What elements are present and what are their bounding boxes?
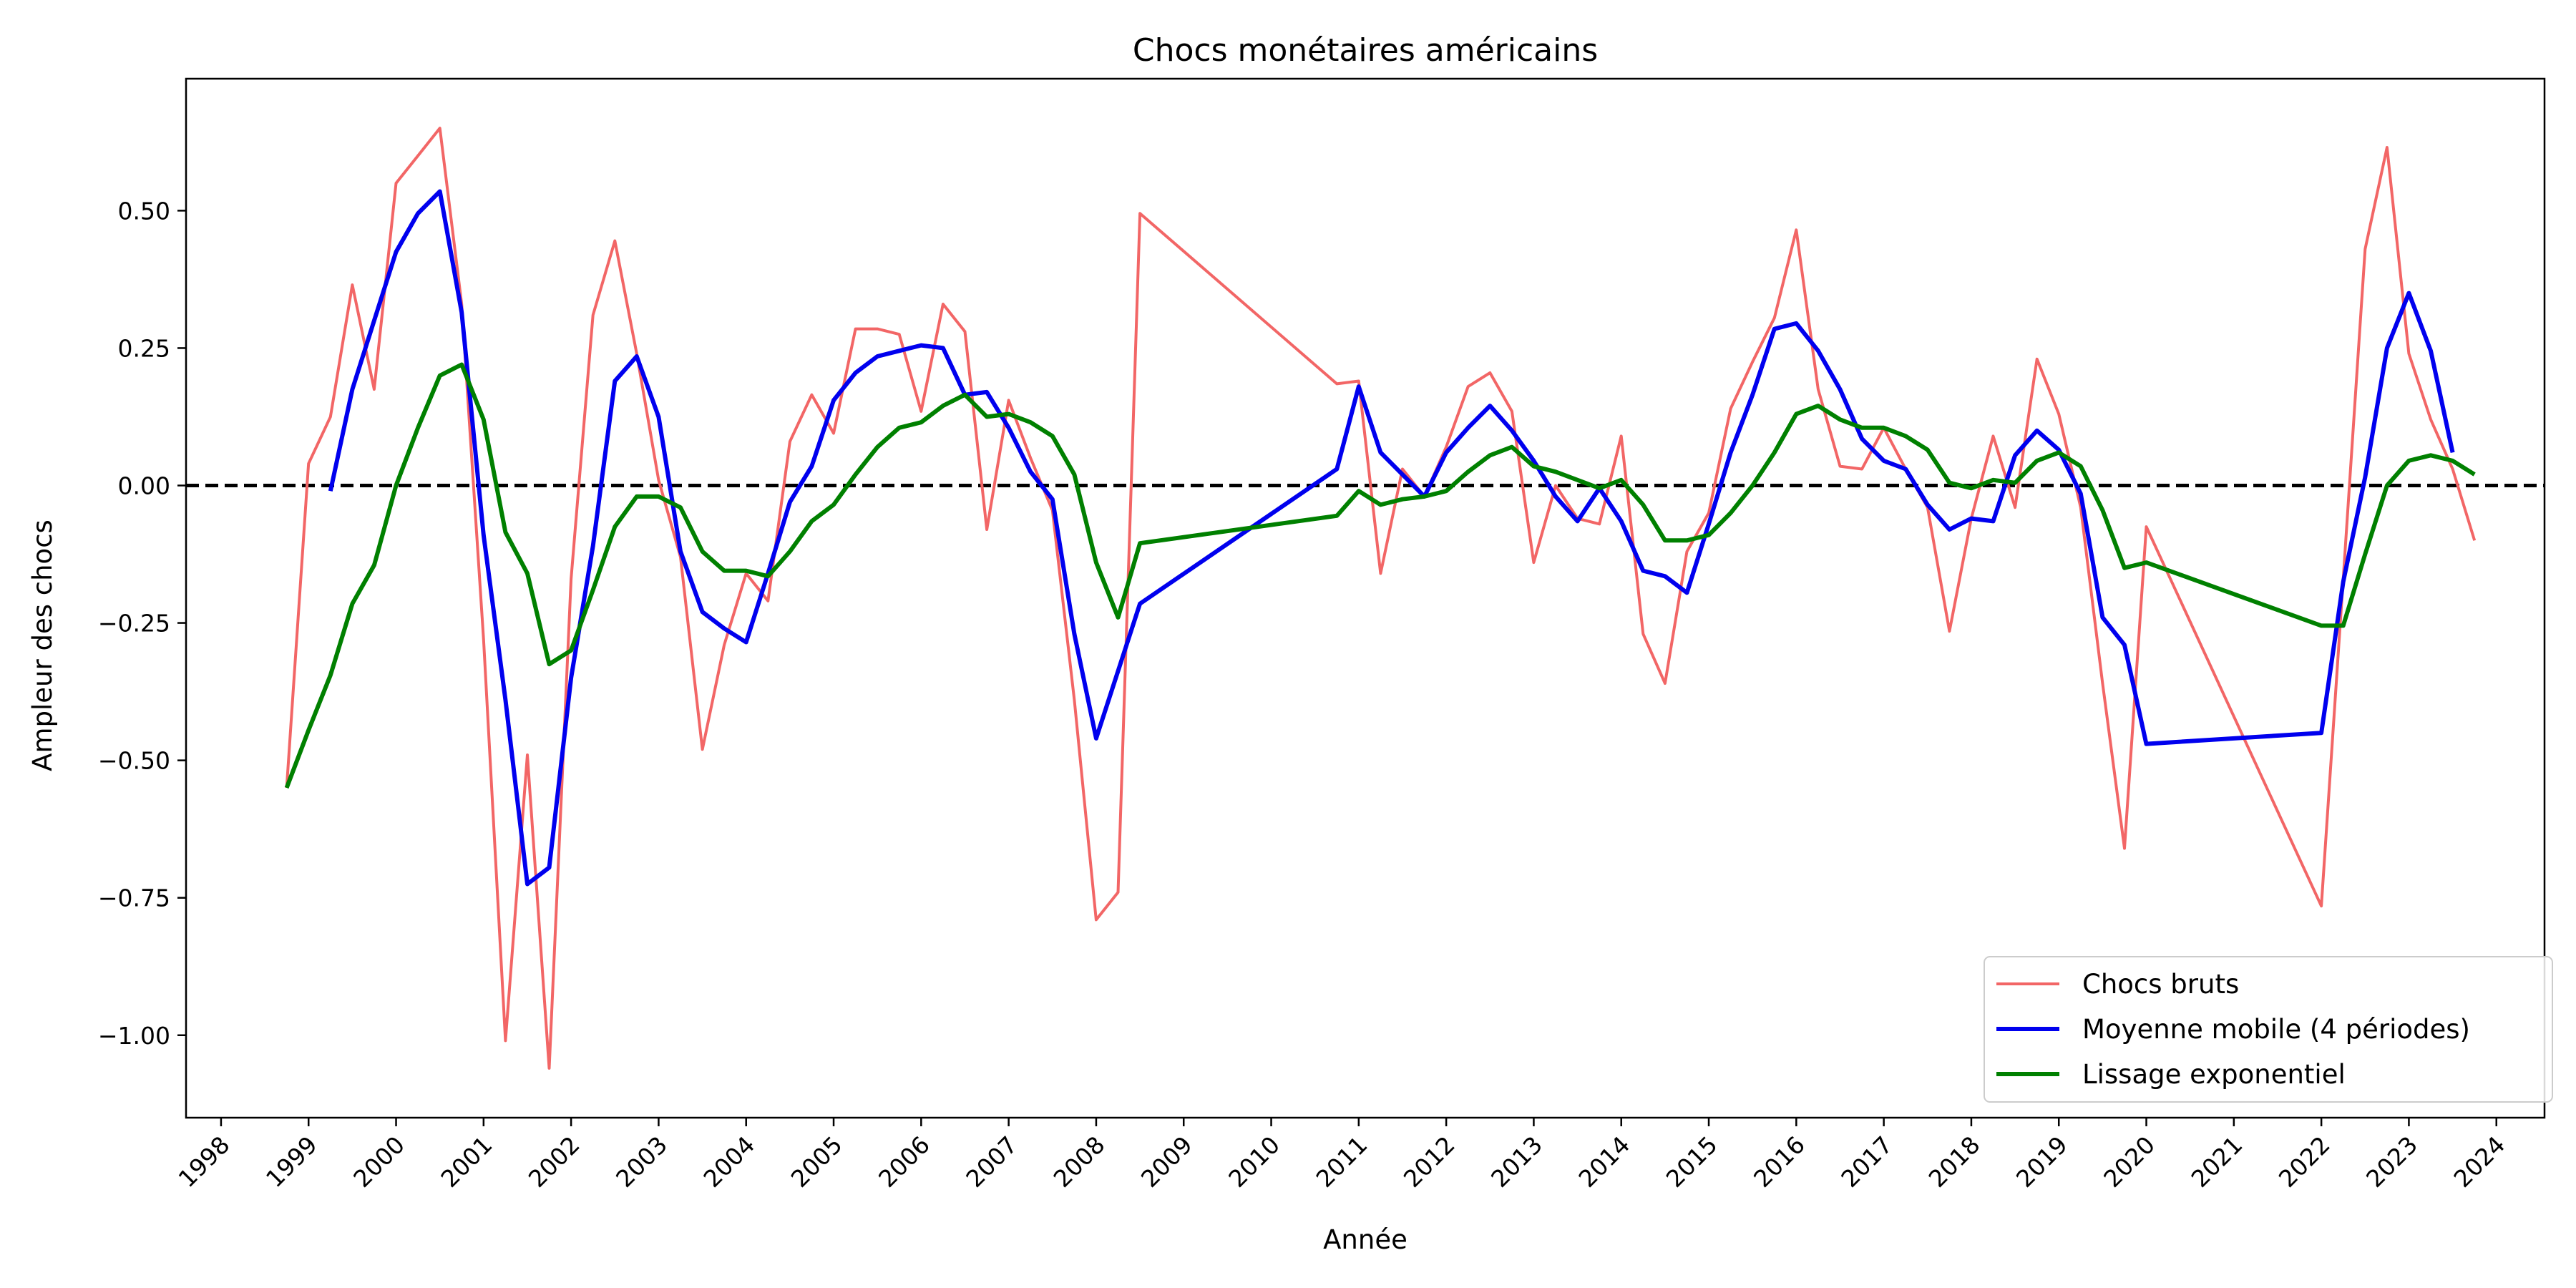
- y-tick-label: 0.25: [118, 334, 170, 362]
- plot-frame: [185, 77, 2546, 1119]
- legend-box: [1984, 956, 2553, 1103]
- legend: Chocs bruts Moyenne mobile (4 périodes) …: [1984, 956, 2553, 1103]
- x-axis-title: Année: [1323, 1224, 1407, 1255]
- y-tick-label: 0.00: [118, 472, 170, 500]
- chart-title: Chocs monétaires américains: [1133, 32, 1598, 69]
- y-tick-label: −1.00: [98, 1022, 170, 1050]
- legend-label-chocs-bruts: Chocs bruts: [2082, 969, 2239, 1000]
- y-tick-label: −0.50: [98, 747, 170, 775]
- series-line-lissage-exponentiel: [284, 362, 2476, 789]
- y-tick-label: −0.25: [98, 610, 170, 638]
- legend-label-moyenne-mobile: Moyenne mobile (4 périodes): [2082, 1014, 2470, 1045]
- legend-label-lissage: Lissage exponentiel: [2082, 1059, 2346, 1090]
- y-tick-label: −0.75: [98, 884, 170, 912]
- series-line-moyenne-mobile: [328, 189, 2455, 887]
- series-layer: [284, 127, 2477, 1070]
- y-axis-title: Ampleur des chocs: [27, 519, 58, 771]
- y-tick-label: 0.50: [118, 197, 170, 225]
- series-line-chocs-bruts: [285, 127, 2477, 1070]
